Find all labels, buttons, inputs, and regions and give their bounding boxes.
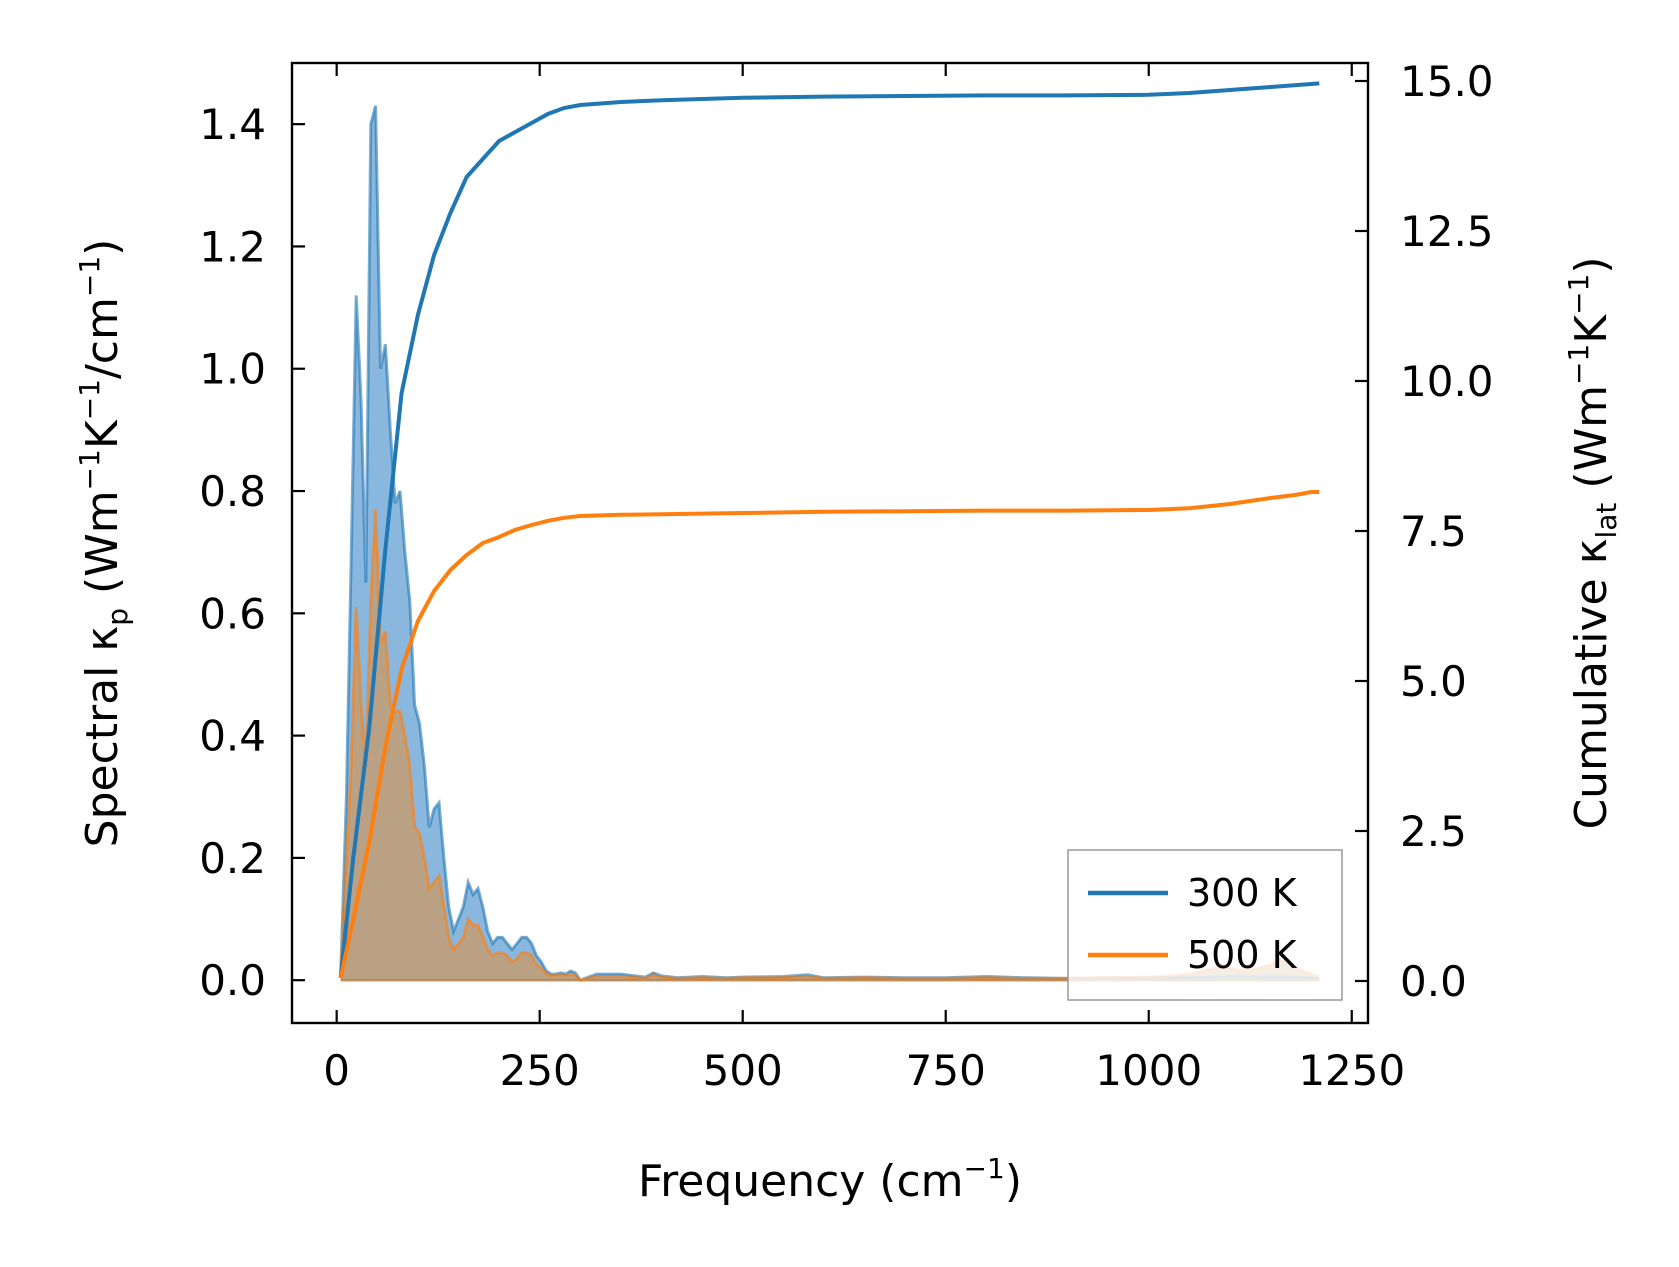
right-y-axis: 0.0 2.5 5.0 7.5 10.0 12.5 15.0 — [1355, 57, 1494, 1006]
legend-label-300k: 300 K — [1187, 871, 1298, 915]
legend: 300 K 500 K — [1067, 849, 1343, 1001]
x-tick-label: 500 — [703, 1046, 783, 1095]
left-y-axis-title-text: (Wm — [77, 490, 128, 608]
left-y-tick-label: 0.6 — [199, 589, 266, 638]
right-y-axis-title-text: (Wm — [1566, 385, 1617, 503]
left-y-axis-title-text: K — [77, 419, 128, 449]
right-y-axis-title-subscript: lat — [1590, 503, 1623, 539]
plot-frame — [290, 61, 1370, 1025]
right-y-tick-label: 15.0 — [1400, 57, 1494, 106]
left-y-axis-title-text: ) — [77, 239, 128, 256]
right-y-axis-title-superscript: −1 — [1562, 344, 1595, 385]
left-y-axis-title: Spectral κp (Wm−1K−1/cm−1) — [73, 239, 134, 848]
right-y-axis-title-text: ) — [1566, 256, 1617, 273]
left-y-tick-label: 0.0 — [199, 956, 266, 1005]
left-y-tick-label: 0.8 — [199, 467, 266, 516]
left-y-tick-label: 1.2 — [199, 222, 266, 271]
right-y-axis-title-text: K — [1566, 314, 1617, 344]
legend-box — [1067, 849, 1343, 1001]
right-y-tick-label: 0.0 — [1400, 957, 1467, 1006]
x-axis: 0 250 500 750 1000 1250 — [323, 63, 1405, 1095]
left-y-axis-title-subscript: p — [101, 608, 134, 626]
right-y-tick-label: 5.0 — [1400, 657, 1467, 706]
right-y-axis-title: Cumulative κlat (Wm−1K−1) — [1562, 256, 1623, 829]
x-axis-title-sup: −1 — [964, 1152, 1005, 1185]
left-y-axis-title-superscript: −1 — [73, 379, 106, 420]
legend-label-500k: 500 K — [1187, 933, 1298, 977]
x-tick-label: 0 — [323, 1046, 350, 1095]
cumulative-line-500k — [338, 490, 1320, 979]
spectral-fill-layer — [340, 105, 1320, 981]
left-y-axis-title-superscript: −1 — [73, 449, 106, 490]
right-y-tick-label: 12.5 — [1400, 207, 1494, 256]
cumulative-line-300k — [338, 81, 1320, 979]
left-y-axis-title-text: /cm — [77, 297, 128, 379]
left-y-axis-title-text: Spectral κ — [77, 626, 128, 848]
left-y-tick-label: 0.2 — [199, 834, 266, 883]
left-y-tick-label: 1.0 — [199, 345, 266, 394]
x-tick-label: 1250 — [1298, 1046, 1405, 1095]
x-tick-label: 250 — [500, 1046, 580, 1095]
x-axis-title-tail: ) — [1005, 1156, 1022, 1207]
left-y-axis-title-superscript: −1 — [73, 256, 106, 297]
right-y-tick-label: 2.5 — [1400, 807, 1467, 856]
right-y-axis-title-superscript: −1 — [1562, 274, 1595, 315]
right-y-axis-title-text: Cumulative κ — [1566, 538, 1617, 829]
right-y-tick-label: 10.0 — [1400, 357, 1494, 406]
spectral-area-500k — [340, 509, 1320, 981]
spectral-line-500k — [339, 509, 1320, 982]
x-tick-label: 1000 — [1095, 1046, 1202, 1095]
right-y-tick-label: 7.5 — [1400, 507, 1467, 556]
left-y-tick-label: 1.4 — [199, 100, 266, 149]
left-y-tick-label: 0.4 — [199, 712, 266, 761]
left-y-axis: 0.0 0.2 0.4 0.6 0.8 1.0 1.2 1.4 — [199, 100, 305, 1005]
x-axis-title: Frequency (cm−1) — [638, 1152, 1022, 1207]
x-tick-label: 750 — [906, 1046, 986, 1095]
x-axis-title-base: Frequency (cm — [638, 1156, 964, 1207]
cumulative-line-layer — [338, 81, 1320, 979]
